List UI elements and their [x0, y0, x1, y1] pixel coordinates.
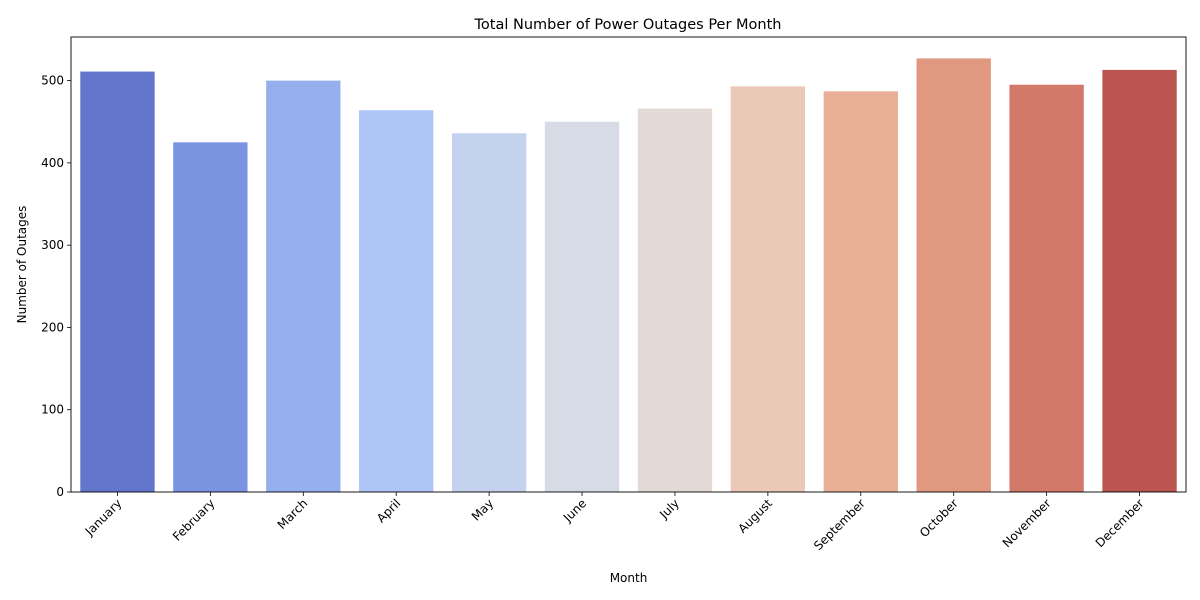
x-axis: January February March April May June July Augu…	[82, 492, 1147, 553]
bar-june	[544, 121, 620, 493]
bar-january	[80, 71, 155, 493]
plot-frame	[70, 36, 1187, 493]
bars-group	[80, 58, 1177, 493]
x-tick-label: November	[1000, 496, 1054, 550]
x-tick-label: October	[917, 496, 961, 540]
chart-title: Total Number of Power Outages Per Month	[474, 17, 782, 33]
bar-november	[1009, 84, 1084, 492]
y-tick-label: 500	[41, 74, 64, 88]
bar-march	[266, 80, 341, 492]
x-axis-title: Month	[610, 571, 648, 585]
bar-september	[823, 91, 898, 492]
y-tick-label: 300	[41, 238, 64, 252]
bar-february	[173, 142, 248, 492]
y-tick-label: 400	[41, 156, 64, 170]
x-tick-label: December	[1093, 496, 1147, 550]
x-tick-label: August	[735, 496, 775, 536]
bar-april	[359, 110, 434, 493]
x-tick-label: May	[469, 496, 496, 523]
y-axis: 0 100 200 300 400 500	[41, 74, 71, 499]
bar-july	[637, 108, 713, 492]
x-tick-label: September	[811, 496, 868, 553]
x-tick-label: March	[275, 496, 311, 532]
x-tick-label: June	[560, 496, 589, 525]
bar-august	[730, 86, 806, 492]
x-tick-label: January	[82, 496, 125, 539]
y-tick-label: 100	[41, 403, 64, 417]
y-tick-label: 200	[41, 320, 64, 334]
y-axis-title: Number of Outages	[15, 206, 29, 324]
x-tick-label: July	[656, 496, 682, 522]
bar-december	[1102, 69, 1177, 493]
bar-october	[916, 58, 991, 493]
y-tick-label: 0	[56, 485, 64, 499]
bar-may	[451, 133, 527, 493]
x-tick-label: February	[170, 496, 218, 544]
x-tick-label: April	[374, 496, 403, 525]
